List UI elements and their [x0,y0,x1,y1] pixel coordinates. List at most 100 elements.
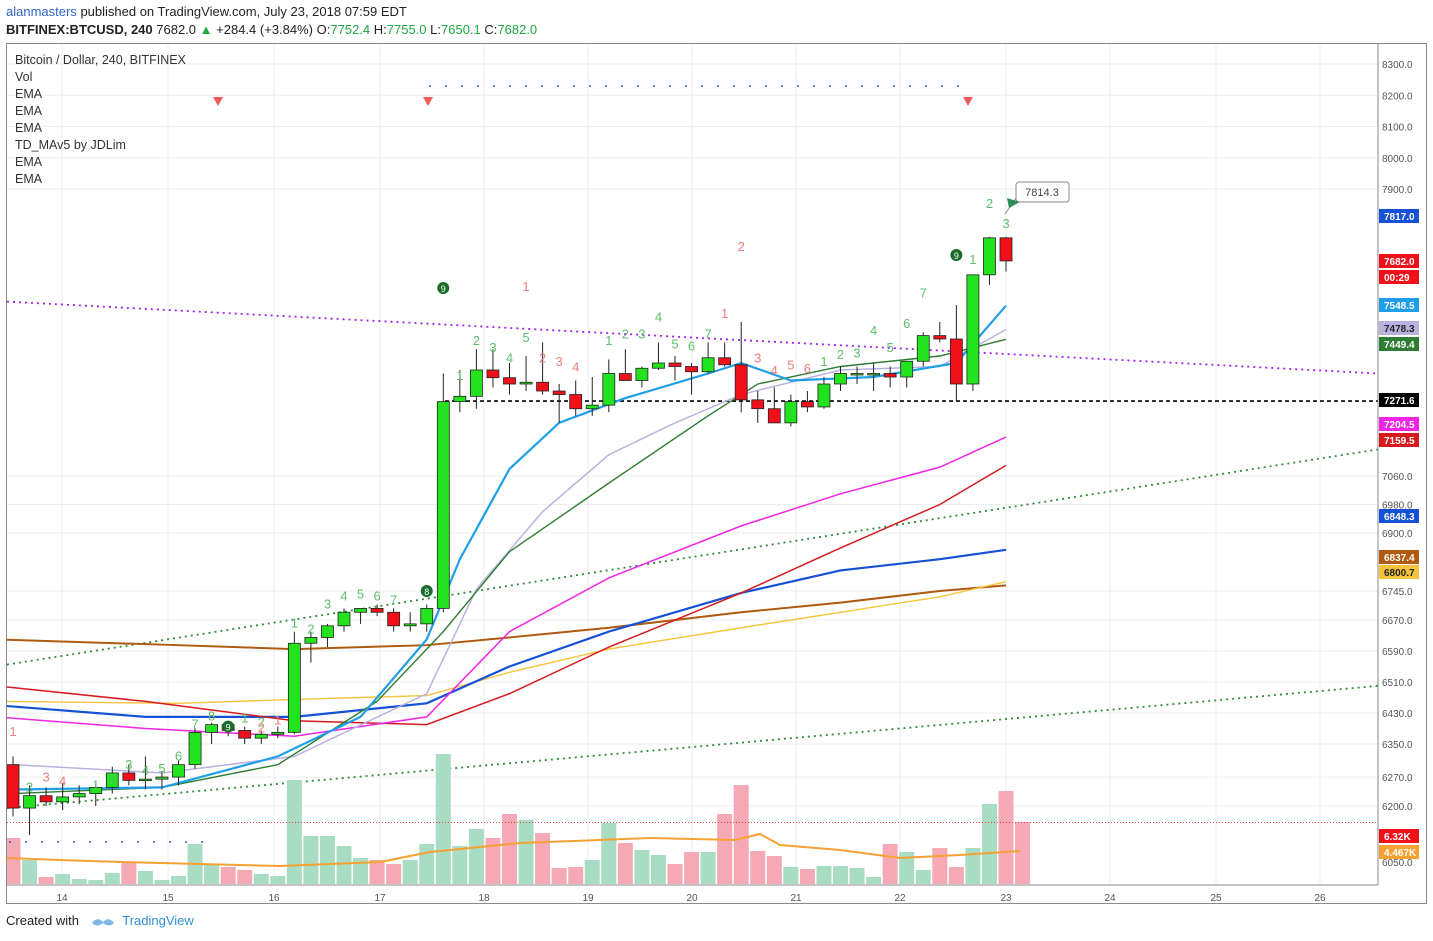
volume-bar [468,829,484,884]
time-axis-tick: 26 [1314,893,1326,904]
legend-item-ema[interactable]: EMA [15,155,43,169]
td-marker-circle [437,282,450,294]
volume-bar [22,860,38,884]
low-value: 7650.1 [441,22,481,37]
candle-body [867,373,880,376]
chart-frame[interactable] [6,43,1427,904]
price-axis-tick: 6350.0 [1382,740,1413,751]
td-dot-marker [57,841,59,843]
td-dot-marker [781,85,783,87]
price-label-text: 7159.5 [1384,436,1415,447]
volume-bar [866,877,882,884]
td-count-label: 1 [9,724,16,739]
volume-bar [617,843,633,884]
candle-body [552,390,566,395]
candle-body [685,366,698,373]
volume-bar [833,866,848,884]
volume-bar [965,848,981,884]
price-label-text: 00:29 [1384,273,1410,284]
td-dot-marker [25,841,27,843]
volume-bar [733,785,749,884]
price-label-badge [1379,550,1419,564]
volume-bar [452,846,468,884]
td-count-label: 2 [307,621,314,636]
legend-item-ema[interactable]: EMA [15,104,43,118]
volume-bar [253,874,269,884]
td-dot-marker [557,85,559,87]
td-dot-marker [153,841,155,843]
candle-body [105,772,119,788]
legend-item-ema[interactable]: EMA [15,172,43,186]
time-axis-tick: 21 [790,893,802,904]
td-dot-marker [461,85,463,87]
td-count-label: 3 [638,326,645,341]
td-count-label: 7 [390,592,397,607]
td-count-label: 2 [622,326,629,341]
lower-trendline [7,684,1378,809]
volume-bar [270,876,286,884]
td-dot-marker [957,85,959,87]
td-count-label: 8 [208,709,215,724]
td-dot-marker [605,85,607,87]
candle-body [304,637,318,644]
td-count-label: 6 [804,361,811,376]
td-dot-marker [137,841,139,843]
price-axis-tick: 8300.0 [1382,60,1413,71]
td-count-label: 2 [26,780,33,795]
candle-body [238,730,252,739]
volume-bar [303,836,319,884]
td-dot-marker [445,85,447,87]
volume-bar [948,867,964,884]
price-label-badge [1379,337,1419,351]
volume-bar [849,868,865,884]
high-callout-box [1015,181,1070,203]
td-count-label: 1 [291,616,298,631]
volume-bar [766,856,782,884]
candle-body [420,608,434,625]
price-label-badge [1379,254,1419,268]
td-count-label: 2 [109,771,116,786]
high-label: H: [373,22,387,37]
volume-bar [237,870,253,884]
volume-bar [55,874,71,884]
symbol-label: BITFINEX:BTCUSD, 240 [6,22,153,37]
volume-bar [137,871,153,884]
td-dot-marker [169,841,171,843]
candle-body [503,377,516,385]
legend-item-td-ma[interactable]: TD_MAv5 by JDLim [15,138,126,152]
price-axis-tick: 6745.0 [1382,587,1413,598]
author-link[interactable]: alanmasters [6,4,77,19]
td-dot-marker [121,841,123,843]
time-axis-tick: 16 [268,893,280,904]
td-count-label: 3 [324,596,331,611]
td-count-label: 6 [688,338,695,353]
time-axis-tick: 24 [1104,893,1116,904]
td-marker-circle [950,249,963,261]
legend-item-ema[interactable]: EMA [15,121,43,135]
volume-bar [402,860,418,884]
td-dot-marker [41,841,43,843]
ema-red-line [7,464,1007,726]
td-count-label: 4 [142,763,149,778]
publish-line: alanmasters published on TradingView.com… [6,4,407,19]
price-label-badge [1379,209,1419,223]
price-axis-tick: 8200.0 [1382,91,1413,102]
candle-body [287,642,301,733]
td-dot-marker [765,85,767,87]
legend-item-vol[interactable]: Vol [15,70,33,84]
volume-bar [71,879,87,884]
price-label-text: 7204.5 [1384,420,1415,431]
legend-item-ema[interactable]: EMA [15,87,43,101]
td-count-label: 5 [671,337,678,352]
td-dot-marker [669,85,671,87]
tradingview-brand[interactable]: TradingView [122,913,194,928]
time-axis-tick: 22 [894,893,906,904]
price-axis-tick: 6200.0 [1382,802,1413,813]
candle-body [536,381,549,392]
volume-bar [816,866,832,884]
legend-title: Bitcoin / Dollar, 240, BITFINEX [15,53,186,67]
time-axis-tick: 25 [1210,893,1222,904]
td-dot-marker [717,85,719,87]
candle-body [155,776,169,780]
